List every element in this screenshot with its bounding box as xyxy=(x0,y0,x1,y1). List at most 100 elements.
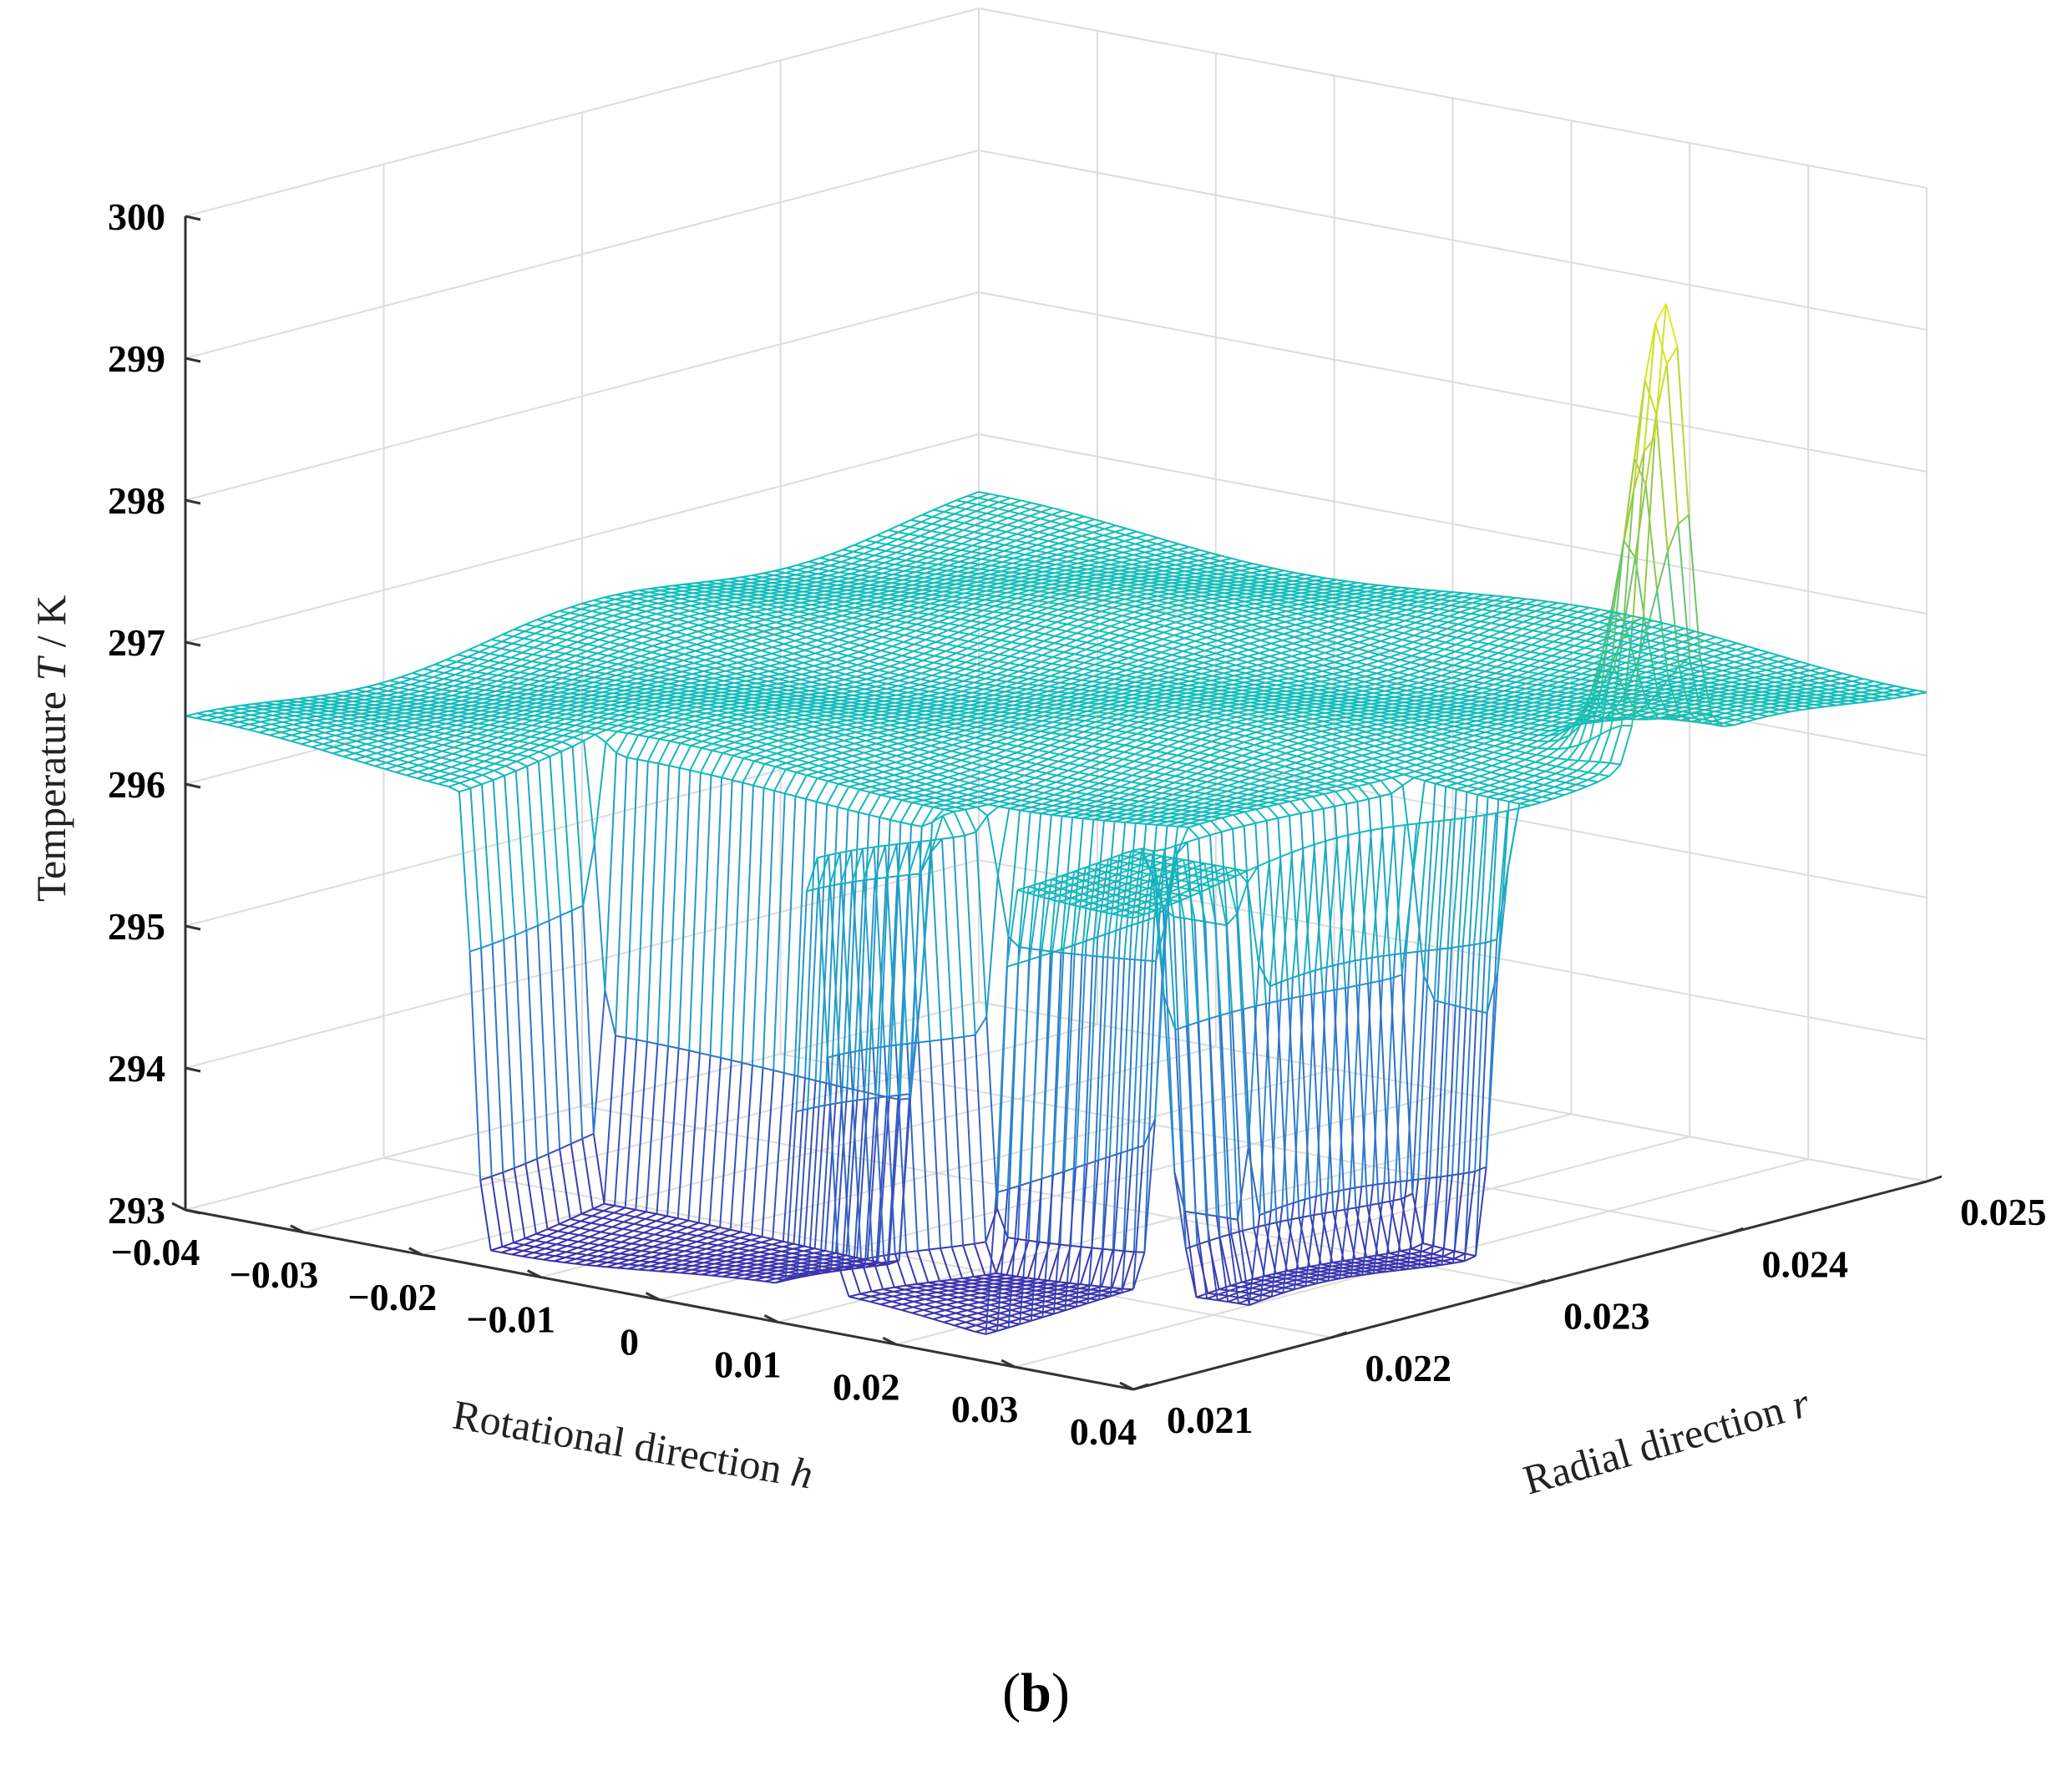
mesh-line xyxy=(932,511,945,518)
mesh-line xyxy=(616,670,628,676)
mesh-line xyxy=(1075,641,1087,649)
mesh-line xyxy=(951,680,965,686)
mesh-line xyxy=(656,1215,668,1222)
mesh-line xyxy=(599,1239,611,1246)
mesh-line xyxy=(1277,733,1289,739)
mesh-line xyxy=(1392,625,1405,632)
mesh-line xyxy=(1548,670,1561,676)
mesh-line xyxy=(1017,522,1030,529)
mesh-line xyxy=(592,601,605,607)
mesh-line xyxy=(1573,646,1586,654)
mesh-line xyxy=(584,665,596,671)
mesh-line xyxy=(510,651,523,659)
mesh-line xyxy=(1053,796,1066,802)
mesh-line xyxy=(841,755,854,761)
mesh-line xyxy=(574,726,586,732)
mesh-line xyxy=(1422,645,1435,653)
mesh-line xyxy=(899,519,911,526)
mesh-line xyxy=(1165,762,1178,768)
mesh-line xyxy=(824,658,837,664)
mesh-line xyxy=(486,736,499,743)
mesh-line xyxy=(909,678,921,684)
mesh-line xyxy=(387,751,399,757)
mesh-line xyxy=(1021,638,1034,645)
mesh-line xyxy=(443,674,456,681)
mesh-line xyxy=(659,727,672,734)
mesh-line xyxy=(715,659,727,664)
mesh-line xyxy=(926,620,940,628)
mesh-line xyxy=(733,744,746,750)
mesh-line xyxy=(1418,678,1431,684)
mesh-line xyxy=(1013,554,1026,559)
mesh-line xyxy=(585,721,598,728)
mesh-line xyxy=(1370,634,1382,640)
mesh-line xyxy=(1539,661,1552,669)
mesh-line xyxy=(557,618,570,625)
mesh-line xyxy=(926,773,939,779)
mesh-line xyxy=(641,645,653,651)
mesh-line xyxy=(729,636,742,642)
mesh-line xyxy=(928,760,940,767)
mesh-line xyxy=(1208,615,1221,620)
mesh-line xyxy=(870,783,883,788)
mesh-line xyxy=(1291,652,1304,657)
mesh-line xyxy=(1159,720,1172,726)
mesh-line xyxy=(1103,531,1116,537)
mesh-line xyxy=(869,643,883,649)
mesh-line xyxy=(1356,650,1370,656)
mesh-line xyxy=(1015,604,1027,610)
mesh-line xyxy=(828,632,840,638)
mesh-line xyxy=(894,764,907,770)
mesh-line xyxy=(1070,954,1083,1246)
mesh-line xyxy=(1073,720,1086,726)
mesh-line xyxy=(1102,749,1114,756)
mesh-line xyxy=(1095,652,1107,660)
mesh-line xyxy=(970,552,983,559)
mesh-line xyxy=(520,724,533,731)
mesh-line xyxy=(1111,765,1123,772)
mesh-line xyxy=(599,634,611,641)
mesh-line xyxy=(1090,605,1102,610)
mesh-line xyxy=(1217,636,1229,642)
mesh-line xyxy=(1534,611,1547,619)
mesh-line xyxy=(576,636,590,643)
mesh-line xyxy=(970,546,984,553)
mesh-line xyxy=(998,497,1011,503)
mesh-line xyxy=(1173,637,1185,643)
mesh-line xyxy=(1425,625,1437,632)
mesh-line xyxy=(1134,602,1147,608)
mesh-line xyxy=(942,810,955,817)
mesh-line xyxy=(534,1242,547,1248)
mesh-line xyxy=(509,658,522,665)
mesh-line xyxy=(755,743,768,749)
mesh-line xyxy=(1064,639,1077,646)
mesh-line xyxy=(796,624,808,630)
mesh-line xyxy=(945,1301,958,1306)
mesh-line xyxy=(1523,610,1536,617)
mesh-line xyxy=(1530,645,1543,653)
mesh-line xyxy=(1423,639,1436,645)
mesh-line xyxy=(1331,736,1344,741)
mesh-line xyxy=(1371,621,1384,627)
mesh-line xyxy=(893,634,905,640)
mesh-line xyxy=(1297,745,1310,751)
mesh-line xyxy=(720,621,732,626)
mesh-line xyxy=(1051,516,1063,523)
mesh-line xyxy=(899,802,913,823)
mesh-line xyxy=(1150,792,1163,798)
mesh-line xyxy=(971,539,985,547)
mesh-line xyxy=(877,734,889,739)
mesh-line xyxy=(1016,529,1029,535)
mesh-line xyxy=(869,1298,882,1303)
mesh-line xyxy=(1147,730,1160,736)
mesh-line xyxy=(642,1233,655,1240)
mesh-line xyxy=(863,878,875,882)
mesh-line xyxy=(1122,611,1134,617)
mesh-line xyxy=(675,1232,687,1239)
mesh-line xyxy=(312,737,325,742)
mesh-line xyxy=(1243,744,1255,750)
mesh-line xyxy=(836,655,849,660)
mesh-line xyxy=(784,633,797,639)
mesh-line xyxy=(964,517,976,524)
mesh-line xyxy=(1093,728,1107,735)
